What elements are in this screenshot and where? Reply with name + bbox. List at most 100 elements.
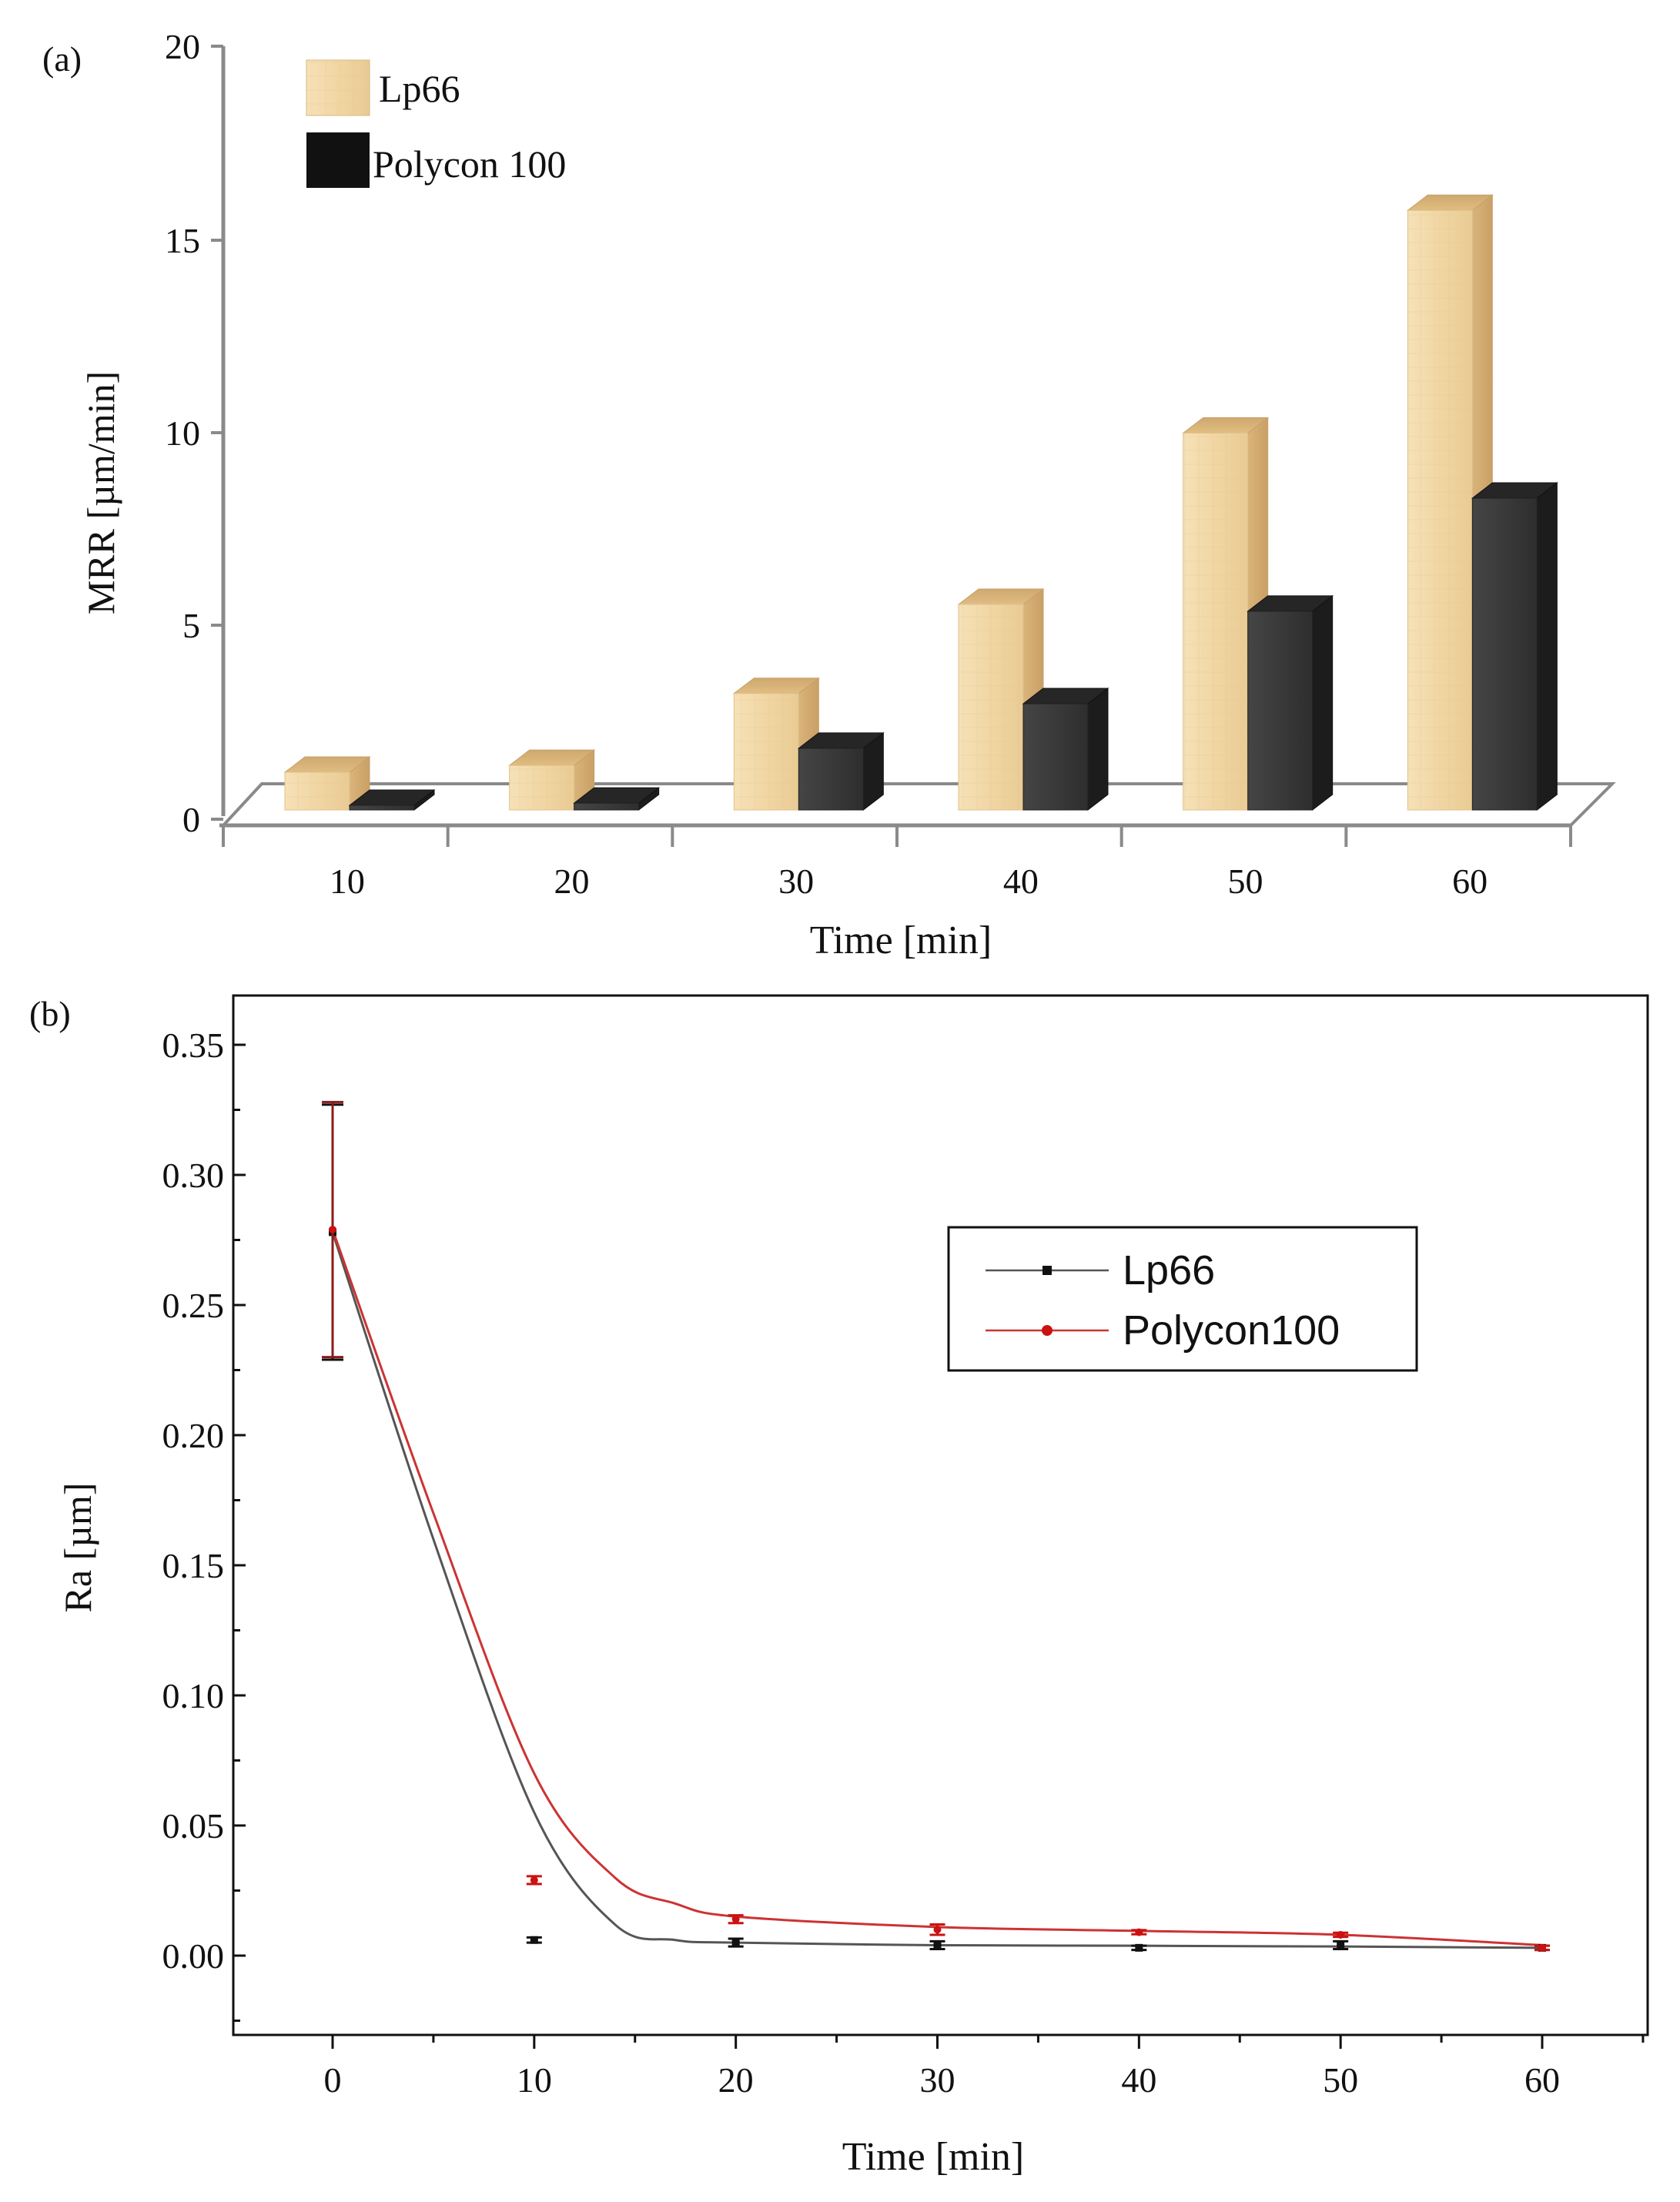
data-point-polycon100-50 <box>1333 1930 1349 1939</box>
bar-side <box>1312 594 1334 812</box>
y-tick-label: 0.25 <box>162 1286 225 1325</box>
marker <box>731 1915 740 1923</box>
x-tick-label: 40 <box>1003 862 1039 901</box>
bar-polycon-40 <box>1022 688 1109 812</box>
x-tick-label: 50 <box>1323 2060 1358 2100</box>
panel-b-fit-curves <box>331 1229 1543 1949</box>
x-tick-label: 50 <box>1228 862 1263 901</box>
y-tick-label: 0.00 <box>162 1936 225 1976</box>
bar-polycon-30 <box>797 731 885 812</box>
panel-b-data-points <box>322 1100 1550 1952</box>
bar-front <box>1247 611 1314 811</box>
data-point-polycon100-0 <box>322 1100 343 1359</box>
data-point-lp66-50 <box>1333 1939 1349 1951</box>
legend-swatch-lp66-texture <box>306 60 370 115</box>
panel-a-y-axis-label: MRR [µm/min] <box>79 371 122 614</box>
marker <box>933 1926 942 1934</box>
x-tick-label: 40 <box>1121 2060 1156 2100</box>
x-tick-label: 20 <box>718 2060 754 2100</box>
bar-polycon-10 <box>348 788 436 812</box>
bar-front <box>1471 497 1538 811</box>
bar-texture <box>734 693 799 810</box>
bar-front <box>798 748 864 811</box>
legend-marker-polycon <box>1042 1325 1053 1336</box>
marker <box>731 1939 740 1947</box>
marker <box>1538 1943 1546 1952</box>
bar-front <box>574 802 640 811</box>
panel-a-y-tick-labels: 0 5 10 15 20 <box>165 27 200 839</box>
x-tick-label: 60 <box>1452 862 1488 901</box>
fit-curve-polycon100 <box>331 1229 1543 1946</box>
panel-a-x-axis-label: Time [min] <box>810 919 992 962</box>
data-point-polycon100-30 <box>929 1923 945 1936</box>
marker <box>1135 1928 1143 1936</box>
y-tick-label: 0.05 <box>162 1806 225 1846</box>
marker <box>1135 1943 1143 1952</box>
x-tick-label: 30 <box>778 862 814 901</box>
data-point-polycon100-10 <box>526 1875 542 1886</box>
marker <box>329 1225 336 1233</box>
marker <box>530 1876 538 1884</box>
bar-polycon-60 <box>1471 482 1558 812</box>
y-tick-label: 15 <box>165 221 200 260</box>
panel-b-label: (b) <box>29 994 71 1033</box>
marker <box>1337 1930 1345 1939</box>
panel-b-legend-box <box>947 1226 1418 1372</box>
panel-b-legend: Lp66 Polycon100 <box>947 1226 1418 1372</box>
bar-texture <box>509 765 574 810</box>
bar-lp66-50 <box>1182 417 1270 812</box>
data-point-lp66-40 <box>1131 1943 1147 1952</box>
panel-b-plot-frame <box>232 994 1649 2036</box>
panel-a-label: (a) <box>42 39 82 79</box>
x-tick-label: 60 <box>1524 2060 1560 2100</box>
marker <box>530 1936 538 1944</box>
panel-b-x-tick-labels: 0 10 20 30 40 50 60 <box>324 2060 1561 2100</box>
y-tick-label: 0.10 <box>162 1676 225 1715</box>
panel-a-x-tick-labels: 10 20 30 40 50 60 <box>330 862 1488 901</box>
bar-texture <box>1407 210 1473 810</box>
y-tick-label: 0.30 <box>162 1156 225 1195</box>
y-tick-label: 0.15 <box>162 1546 225 1585</box>
fit-curve-lp66 <box>331 1231 1543 1949</box>
legend-swatch-polycon <box>306 132 370 188</box>
data-point-lp66-20 <box>728 1937 744 1948</box>
bar-texture <box>285 772 350 810</box>
panel-a-bar-chart: (a) 0 5 10 15 20 10 20 30 40 50 60 MRR [µm/min] T… <box>42 27 1616 962</box>
x-tick-label: 30 <box>920 2060 955 2100</box>
bar-texture <box>1183 433 1248 810</box>
y-tick-label: 0 <box>182 800 200 839</box>
panel-b-line-chart: (b) 0.00 0.05 0.10 0.15 0.20 0.25 0.30 0.35 0 10… <box>29 994 1649 2179</box>
legend-label-lp66-b: Lp66 <box>1123 1247 1215 1293</box>
x-tick-label: 10 <box>330 862 365 901</box>
bar-side <box>1536 482 1558 812</box>
y-tick-label: 5 <box>182 606 200 645</box>
bar-polycon-20 <box>573 787 661 812</box>
x-tick-label: 20 <box>554 862 590 901</box>
legend-label-polycon-b: Polycon100 <box>1123 1307 1340 1354</box>
y-tick-label: 0.20 <box>162 1416 225 1455</box>
data-point-lp66-10 <box>526 1936 542 1944</box>
data-point-polycon100-40 <box>1131 1928 1147 1936</box>
bar-front <box>349 805 415 811</box>
panel-a-bars <box>283 194 1558 812</box>
y-tick-label: 20 <box>165 27 200 66</box>
bar-front <box>1022 703 1089 811</box>
data-point-polycon100-20 <box>728 1914 744 1925</box>
marker <box>1337 1941 1345 1949</box>
marker <box>933 1941 942 1949</box>
legend-label-lp66: Lp66 <box>379 67 460 110</box>
data-point-polycon100-60 <box>1534 1943 1550 1952</box>
bar-polycon-50 <box>1247 594 1334 812</box>
panel-b-y-axis-label: Ra [µm] <box>56 1482 99 1612</box>
legend-marker-lp66 <box>1042 1266 1052 1275</box>
bar-side <box>1087 688 1109 812</box>
legend-label-polycon: Polycon 100 <box>373 142 566 186</box>
x-tick-label: 0 <box>324 2060 342 2100</box>
bar-lp66-40 <box>957 587 1045 812</box>
panel-b-x-axis-label: Time [min] <box>842 2135 1024 2179</box>
data-point-lp66-30 <box>929 1939 945 1951</box>
x-tick-label: 10 <box>517 2060 552 2100</box>
panel-a-legend: Lp66 Polycon 100 <box>306 59 566 188</box>
panel-b-ticks <box>233 1043 1645 2049</box>
